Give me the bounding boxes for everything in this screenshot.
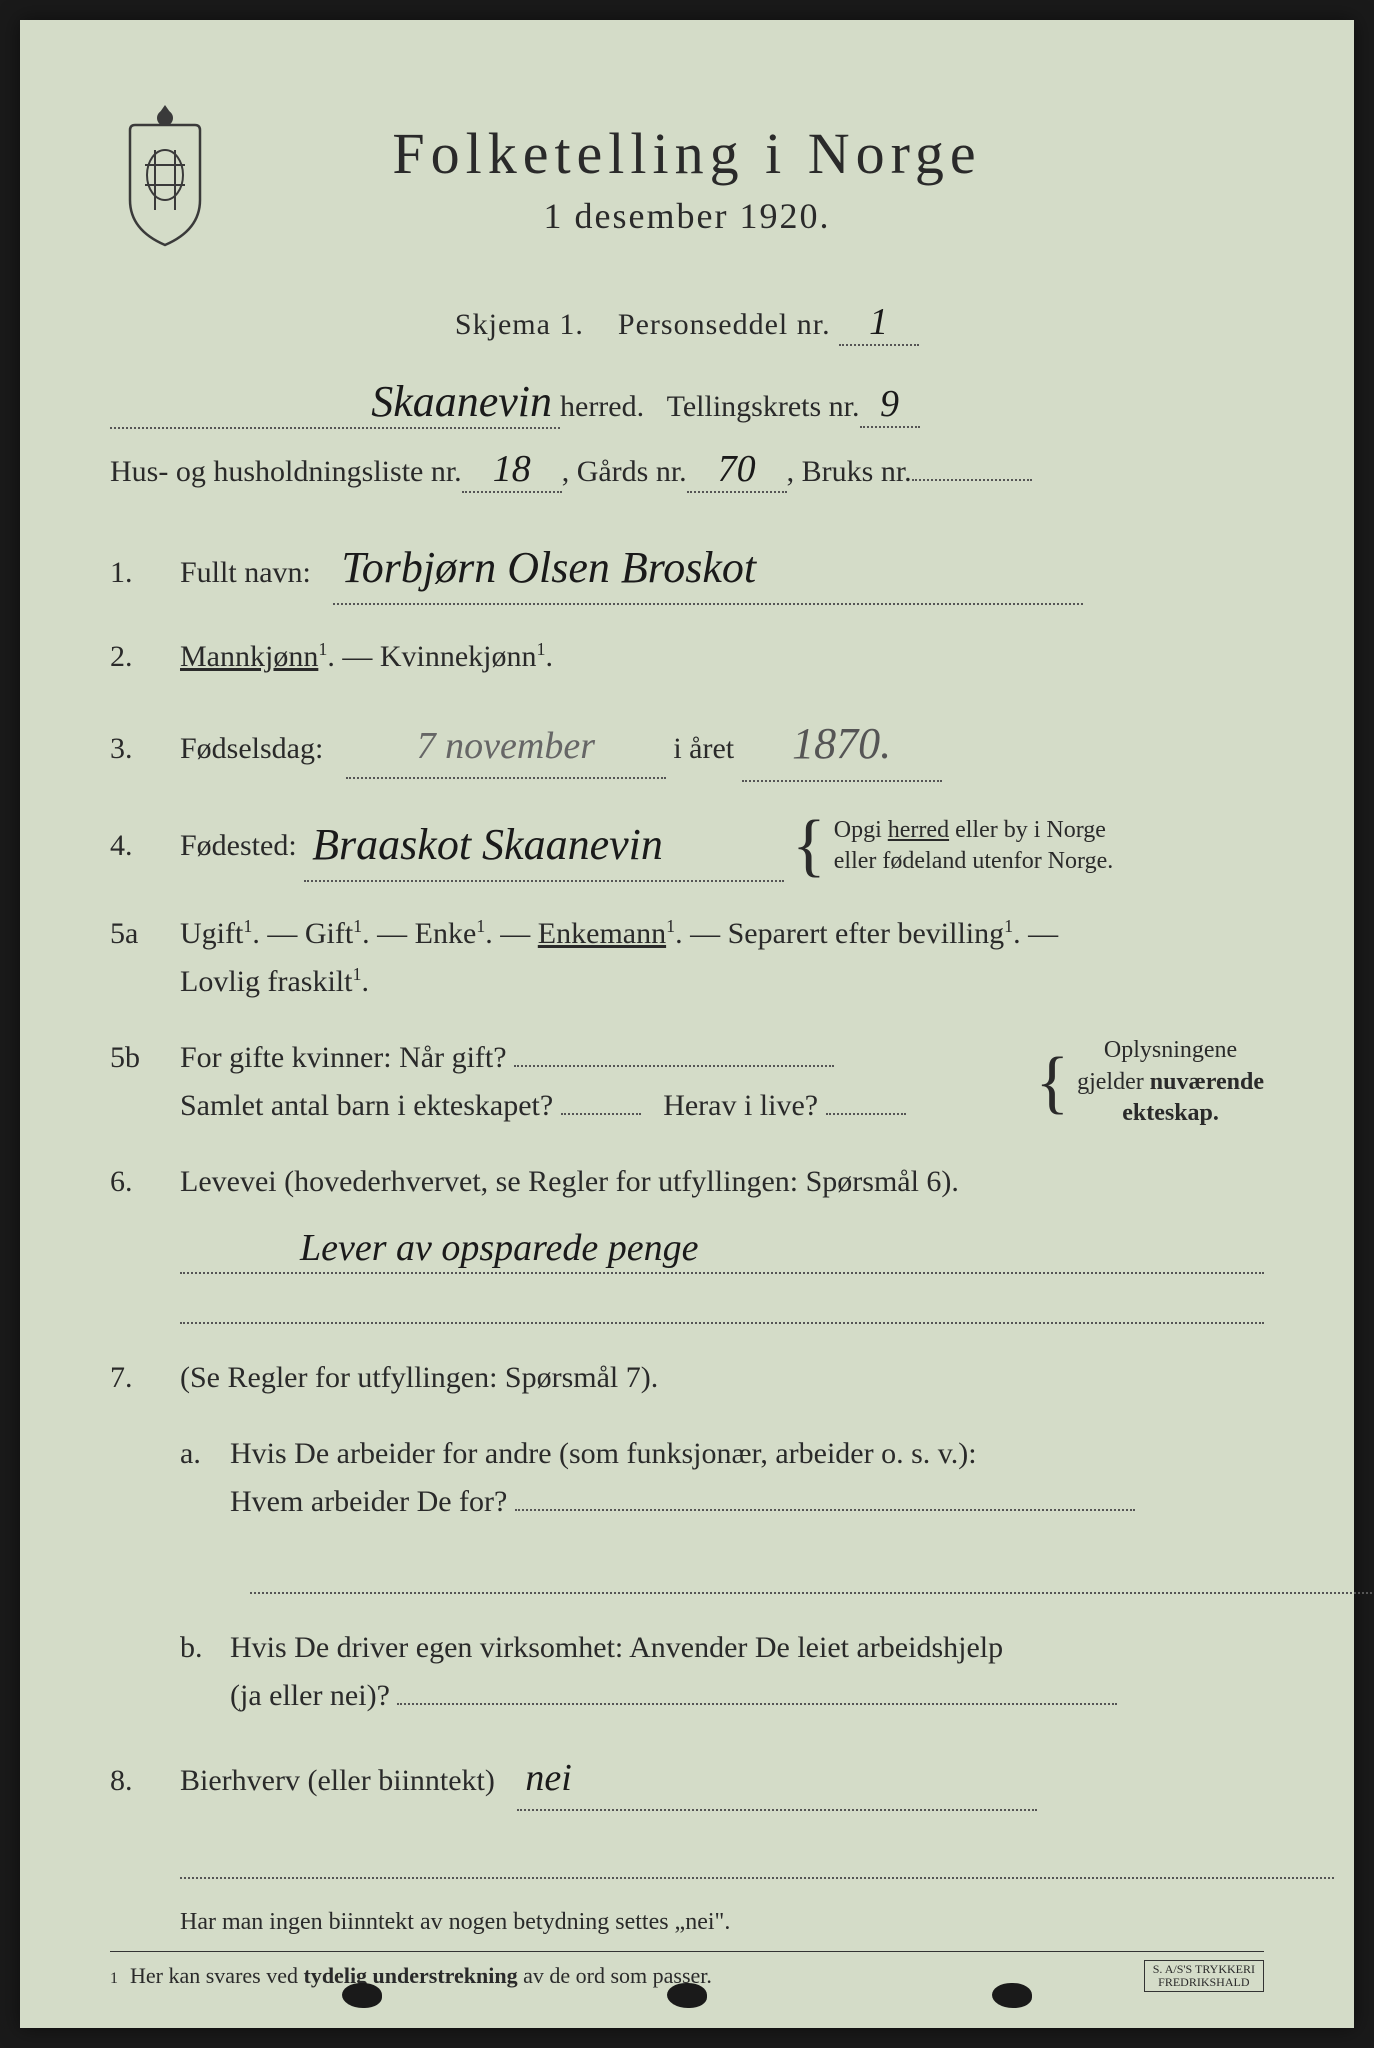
schema-line: Skjema 1. Personseddel nr. 1	[110, 300, 1264, 346]
q7a-value	[515, 1509, 1135, 1511]
tellingskrets-label: Tellingskrets nr.	[667, 390, 860, 424]
q5b-live-value	[826, 1113, 906, 1115]
q7b-num: b.	[180, 1624, 230, 1672]
q5a-enke: Enke	[415, 917, 477, 950]
brace-icon: {	[1036, 1065, 1070, 1100]
schema-label: Skjema 1.	[455, 308, 584, 341]
q1-row: 1. Fullt navn: Torbjørn Olsen Broskot	[110, 533, 1264, 605]
bruks-nr	[912, 479, 1032, 481]
q6-answer: Lever av opsparede penge	[180, 1234, 1264, 1324]
q4-label: Fødested:	[180, 822, 297, 870]
q6-value: Lever av opsparede penge	[300, 1226, 699, 1270]
q5b-line1: For gifte kvinner: Når gift?	[180, 1041, 507, 1074]
q5b-gift-value	[514, 1065, 834, 1067]
census-document: Folketelling i Norge 1 desember 1920. Sk…	[20, 20, 1354, 2028]
q1-num: 1.	[110, 549, 180, 597]
coat-of-arms-icon	[110, 100, 220, 250]
q3-row: 3. Fødselsdag: 7 november i året 1870.	[110, 709, 1264, 781]
q5a-ugift: Ugift	[180, 917, 243, 950]
q3-day: 7 november	[346, 716, 666, 779]
main-title: Folketelling i Norge	[250, 120, 1124, 187]
ink-blot-icon	[667, 1983, 707, 2008]
tellingskrets-nr: 9	[860, 382, 920, 428]
q4-note: Opgi herred eller by i Norge eller fødel…	[834, 815, 1113, 877]
q8-value: nei	[517, 1748, 1037, 1811]
herred-name: Skaanevin	[110, 376, 560, 429]
q5b-num: 5b	[110, 1034, 180, 1082]
q2-row: 2. Mannkjønn1. — Kvinnekjønn1.	[110, 633, 1264, 681]
q8-row: 8. Bierhverv (eller biinntekt) nei	[110, 1748, 1264, 1811]
q7a-line-extra	[250, 1554, 1374, 1594]
herred-line: Skaanevin herred. Tellingskrets nr. 9	[110, 376, 1264, 429]
q5b-note: Oplysningene gjelder nuværende ekteskap.	[1077, 1035, 1264, 1129]
husliste-label: Hus- og husholdningsliste nr.	[110, 455, 462, 489]
q8-num: 8.	[110, 1757, 180, 1805]
q1-value: Torbjørn Olsen Broskot	[333, 533, 1083, 605]
ink-blots	[20, 1983, 1354, 2008]
q7a-line1: Hvis De arbeider for andre (som funksjon…	[230, 1437, 977, 1470]
ink-blot-icon	[342, 1983, 382, 2008]
q4-row: 4. Fødested: Braaskot Skaanevin { Opgi h…	[110, 810, 1264, 882]
brace-icon: {	[792, 828, 826, 863]
q5b-barn-value	[561, 1113, 641, 1115]
q7-num: 7.	[110, 1354, 180, 1402]
q7b-line2: (ja eller nei)?	[230, 1679, 390, 1712]
personseddel-label: Personseddel nr.	[618, 308, 831, 341]
bruks-label: , Bruks nr.	[787, 455, 912, 489]
q7-label: (Se Regler for utfyllingen: Spørsmål 7).	[180, 1361, 658, 1394]
q3-year: 1870.	[742, 709, 942, 781]
q2-num: 2.	[110, 633, 180, 681]
q7-row: 7. (Se Regler for utfyllingen: Spørsmål …	[110, 1354, 1264, 1402]
q5a-row: 5a Ugift1. — Gift1. — Enke1. — Enkemann1…	[110, 910, 1264, 1006]
q4-num: 4.	[110, 822, 180, 870]
q6-row: 6. Levevei (hovederhvervet, se Regler fo…	[110, 1158, 1264, 1206]
q2-sep: —	[342, 640, 380, 673]
q2-kvinne: Kvinnekjønn	[380, 640, 537, 673]
q3-num: 3.	[110, 725, 180, 773]
gards-label: , Gårds nr.	[562, 455, 687, 489]
q7b-line1: Hvis De driver egen virksomhet: Anvender…	[230, 1631, 1003, 1664]
husliste-nr: 18	[462, 447, 562, 493]
q2-mann: Mannkjønn	[180, 640, 318, 673]
subtitle: 1 desember 1920.	[250, 195, 1124, 237]
title-block: Folketelling i Norge 1 desember 1920.	[250, 120, 1264, 237]
q7b-value	[397, 1703, 1117, 1705]
q4-value: Braaskot Skaanevin	[304, 810, 784, 882]
q3-label: Fødselsdag:	[180, 732, 323, 765]
q5b-line2b: Herav i live?	[663, 1089, 818, 1122]
q5a-separert: Separert efter bevilling	[728, 917, 1005, 950]
personseddel-nr: 1	[839, 300, 919, 346]
document-header: Folketelling i Norge 1 desember 1920.	[110, 120, 1264, 250]
footer-instruction: Har man ingen biinntekt av nogen betydni…	[110, 1909, 1264, 1936]
q8-line-extra	[180, 1839, 1334, 1879]
ink-blot-icon	[992, 1983, 1032, 2008]
q7b-row: b. Hvis De driver egen virksomhet: Anven…	[180, 1624, 1264, 1720]
q5a-enkemann: Enkemann	[538, 917, 666, 950]
q6-label: Levevei (hovederhvervet, se Regler for u…	[180, 1165, 959, 1198]
q5a-lovlig: Lovlig fraskilt	[180, 965, 352, 998]
gards-nr: 70	[687, 447, 787, 493]
q1-label: Fullt navn:	[180, 556, 311, 589]
q7a-line2: Hvem arbeider De for?	[230, 1485, 507, 1518]
q7a-num: a.	[180, 1430, 230, 1478]
q5b-row: 5b For gifte kvinner: Når gift? Samlet a…	[110, 1034, 1264, 1130]
q5a-gift: Gift	[305, 917, 353, 950]
q5b-line2a: Samlet antal barn i ekteskapet?	[180, 1089, 553, 1122]
q7a-row: a. Hvis De arbeider for andre (som funks…	[180, 1430, 1264, 1526]
q3-year-label: i året	[673, 732, 734, 765]
q6-num: 6.	[110, 1158, 180, 1206]
husliste-line: Hus- og husholdningsliste nr. 18 , Gårds…	[110, 447, 1264, 493]
herred-label: herred.	[560, 390, 644, 424]
q5a-num: 5a	[110, 910, 180, 958]
q8-label: Bierhverv (eller biinntekt)	[180, 1764, 495, 1797]
